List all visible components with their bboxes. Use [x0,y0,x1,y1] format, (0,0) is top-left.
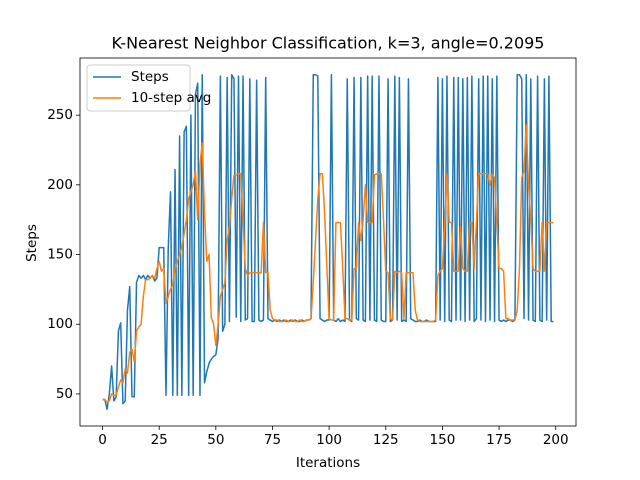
y-tick-label: 100 [47,316,73,332]
y-tick-label: 200 [47,177,73,193]
x-tick-label: 0 [98,432,107,448]
x-tick-label: 50 [207,432,224,448]
x-tick-label: 25 [151,432,168,448]
chart-title: K-Nearest Neighbor Classification, k=3, … [112,34,545,53]
legend-label: 10-step avg [131,90,211,106]
x-tick-label: 75 [264,432,281,448]
x-tick-label: 200 [543,432,569,448]
y-tick-label: 150 [47,247,73,263]
y-axis-label: Steps [24,224,40,262]
legend-label: Steps [131,69,169,85]
y-tick-label: 250 [47,107,73,123]
x-tick-label: 175 [486,432,512,448]
series-line [102,124,554,404]
series-line [102,73,554,411]
plot-frame [79,57,577,427]
x-tick-label: 100 [316,432,342,448]
x-axis-label: Iterations [296,455,360,471]
x-tick-label: 125 [373,432,399,448]
x-tick-label: 150 [430,432,456,448]
y-tick-label: 50 [56,386,73,402]
